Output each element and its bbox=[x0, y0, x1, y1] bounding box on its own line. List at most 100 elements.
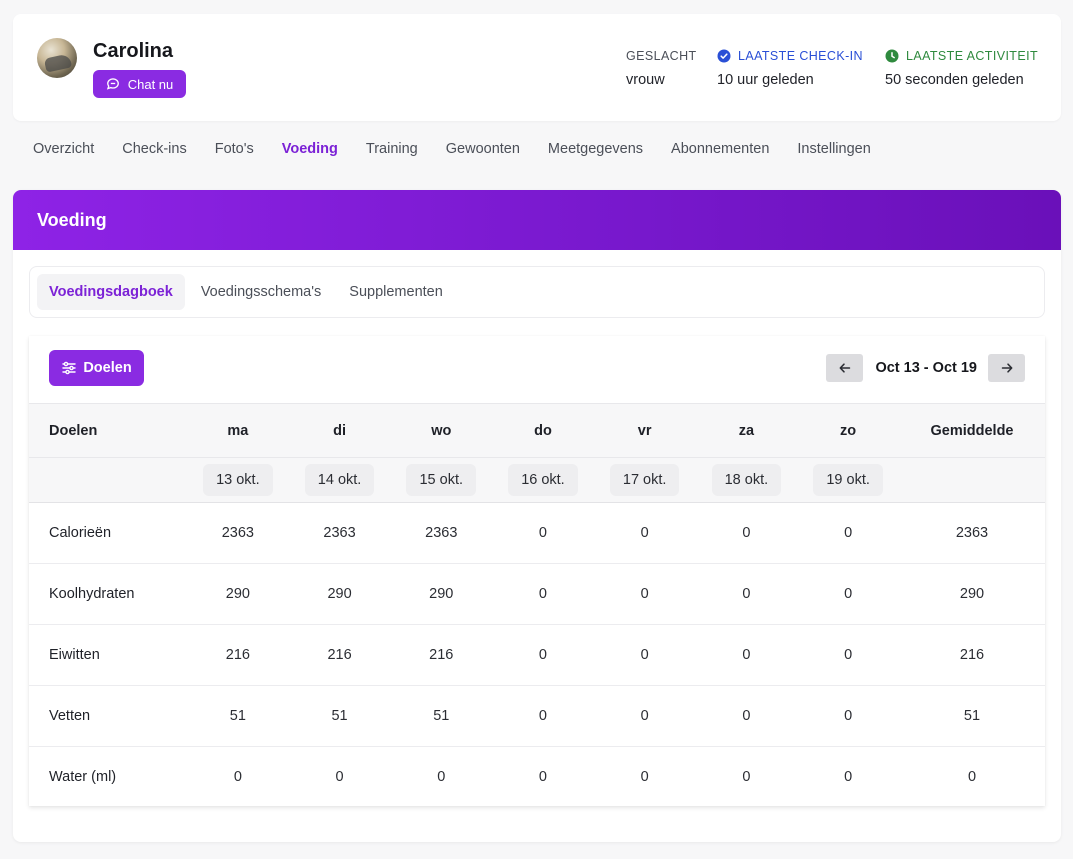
clock-icon bbox=[885, 49, 899, 63]
table-cell: 0 bbox=[593, 502, 696, 564]
table-cell: 0 bbox=[797, 624, 899, 686]
avatar[interactable] bbox=[37, 38, 77, 78]
table-cell: 51 bbox=[187, 685, 289, 747]
last-activity-info: LAATSTE ACTIVITEIT 50 seconden geleden bbox=[885, 48, 1038, 88]
tab-overzicht[interactable]: Overzicht bbox=[33, 141, 95, 157]
arrow-left-icon bbox=[839, 363, 851, 373]
table-cell: 0 bbox=[538, 769, 547, 786]
tab-check-ins[interactable]: Check-ins bbox=[122, 141, 187, 157]
table-header-row: Doelen ma di wo do vr za zo Gemiddelde bbox=[29, 403, 1045, 458]
table-row: Eiwitten 216 216 216 0 0 0 0 216 bbox=[29, 624, 1045, 686]
subtab-voedingsdagboek[interactable]: Voedingsdagboek bbox=[37, 274, 185, 310]
last-checkin-value: 10 uur geleden bbox=[717, 72, 814, 88]
last-activity-value: 50 seconden geleden bbox=[885, 72, 1024, 88]
nutrition-subtabs: Voedingsdagboek Voedingsschema's Supplem… bbox=[29, 266, 1045, 318]
row-label: Koolhydraten bbox=[29, 563, 187, 625]
gender-value: vrouw bbox=[626, 72, 665, 88]
subtab-voedingsschemas[interactable]: Voedingsschema's bbox=[200, 284, 322, 300]
nutrition-table: Doelen ma di wo do vr za zo Gemiddelde 1… bbox=[29, 403, 1045, 808]
table-cell: 2363 bbox=[288, 502, 391, 564]
next-week-button[interactable] bbox=[988, 354, 1025, 382]
table-cell: 0 bbox=[593, 563, 696, 625]
gender-label: GESLACHT bbox=[626, 49, 697, 63]
tab-fotos[interactable]: Foto's bbox=[214, 141, 254, 157]
table-cell: 0 bbox=[695, 563, 798, 625]
row-label: Water (ml) bbox=[49, 769, 117, 786]
last-activity-label: LAATSTE ACTIVITEIT bbox=[906, 49, 1038, 63]
average-cell: 0 bbox=[967, 769, 977, 786]
table-cell: 0 bbox=[335, 769, 344, 786]
table-cell: 0 bbox=[844, 769, 853, 786]
tab-abonnementen[interactable]: Abonnementen bbox=[671, 141, 770, 157]
average-cell: 51 bbox=[899, 685, 1045, 747]
table-cell: 0 bbox=[695, 685, 798, 747]
row-label: Vetten bbox=[29, 685, 187, 747]
average-cell: 216 bbox=[899, 624, 1045, 686]
table-cell: 216 bbox=[187, 624, 289, 686]
column-header: Gemiddelde bbox=[899, 403, 1045, 458]
table-cell: 51 bbox=[288, 685, 391, 747]
week-navigator: Oct 13 - Oct 19 bbox=[826, 354, 1025, 382]
table-cell: 216 bbox=[288, 624, 391, 686]
goals-button-label: Doelen bbox=[83, 360, 132, 376]
tab-voeding[interactable]: Voeding bbox=[281, 141, 338, 157]
goals-button[interactable]: Doelen bbox=[49, 350, 144, 386]
date-pill[interactable]: 15 okt. bbox=[406, 464, 477, 496]
table-cell: 290 bbox=[288, 563, 391, 625]
date-pill[interactable]: 14 okt. bbox=[304, 464, 375, 496]
table-cell: 290 bbox=[187, 563, 289, 625]
date-pill[interactable]: 17 okt. bbox=[609, 464, 680, 496]
table-cell: 0 bbox=[492, 624, 594, 686]
chat-button[interactable]: Chat nu bbox=[93, 70, 186, 98]
column-header: za bbox=[695, 403, 798, 458]
date-pill[interactable]: 19 okt. bbox=[813, 464, 883, 496]
table-cell: 0 bbox=[797, 563, 899, 625]
table-cell: 0 bbox=[593, 685, 696, 747]
last-activity-label-row: LAATSTE ACTIVITEIT bbox=[885, 48, 1038, 64]
average-cell: 290 bbox=[899, 563, 1045, 625]
table-row: Water (ml) 0 0 0 0 0 0 0 0 bbox=[29, 747, 1045, 808]
table-row: Koolhydraten 290 290 290 0 0 0 0 290 bbox=[29, 563, 1045, 625]
arrow-right-icon bbox=[1001, 363, 1012, 373]
table-cell: 0 bbox=[695, 502, 798, 564]
gender-info: GESLACHT vrouw bbox=[626, 48, 697, 88]
table-cell: 2363 bbox=[187, 502, 289, 564]
column-header: ma bbox=[187, 403, 289, 458]
column-header: di bbox=[288, 403, 391, 458]
date-pill[interactable]: 16 okt. bbox=[508, 464, 578, 496]
table-cell: 0 bbox=[492, 502, 594, 564]
chat-bubble-icon bbox=[106, 78, 119, 90]
date-pill[interactable]: 18 okt. bbox=[711, 464, 782, 496]
column-header: zo bbox=[797, 403, 899, 458]
column-header: vr bbox=[593, 403, 696, 458]
food-diary-panel: Doelen Oct 13 - Oct 19 Doelen ma di wo d… bbox=[29, 336, 1045, 806]
tab-meetgegevens[interactable]: Meetgegevens bbox=[547, 141, 644, 157]
tab-training[interactable]: Training bbox=[365, 141, 418, 157]
tab-gewoonten[interactable]: Gewoonten bbox=[445, 141, 520, 157]
sliders-icon bbox=[62, 361, 77, 375]
last-checkin-label-row: LAATSTE CHECK-IN bbox=[717, 48, 863, 64]
tab-instellingen[interactable]: Instellingen bbox=[797, 141, 871, 157]
table-cell: 0 bbox=[797, 685, 899, 747]
column-header: Doelen bbox=[29, 403, 187, 458]
subtab-supplementen[interactable]: Supplementen bbox=[349, 284, 443, 300]
profile-name: Carolina bbox=[93, 40, 174, 62]
table-cell: 0 bbox=[437, 769, 446, 786]
table-cell: 2363 bbox=[390, 502, 493, 564]
table-row: Vetten 51 51 51 0 0 0 0 51 bbox=[29, 685, 1045, 747]
profile-card: Carolina Chat nu GESLACHT vrouw LAATSTE … bbox=[13, 14, 1061, 121]
column-header: do bbox=[492, 403, 594, 458]
table-cell: 0 bbox=[695, 624, 798, 686]
previous-week-button[interactable] bbox=[826, 354, 864, 382]
table-cell: 0 bbox=[492, 563, 594, 625]
table-cell: 0 bbox=[797, 502, 899, 564]
main-nav: Overzicht Check-ins Foto's Voeding Train… bbox=[33, 139, 871, 159]
table-cell: 0 bbox=[640, 769, 649, 786]
date-pill[interactable]: 13 okt. bbox=[203, 464, 273, 496]
last-checkin-label: LAATSTE CHECK-IN bbox=[738, 49, 863, 63]
table-cell: 0 bbox=[593, 624, 696, 686]
table-row: Calorieën 2363 2363 2363 0 0 0 0 2363 bbox=[29, 502, 1045, 564]
table-cell: 0 bbox=[233, 769, 242, 786]
column-header: wo bbox=[390, 403, 493, 458]
table-cell: 51 bbox=[390, 685, 493, 747]
